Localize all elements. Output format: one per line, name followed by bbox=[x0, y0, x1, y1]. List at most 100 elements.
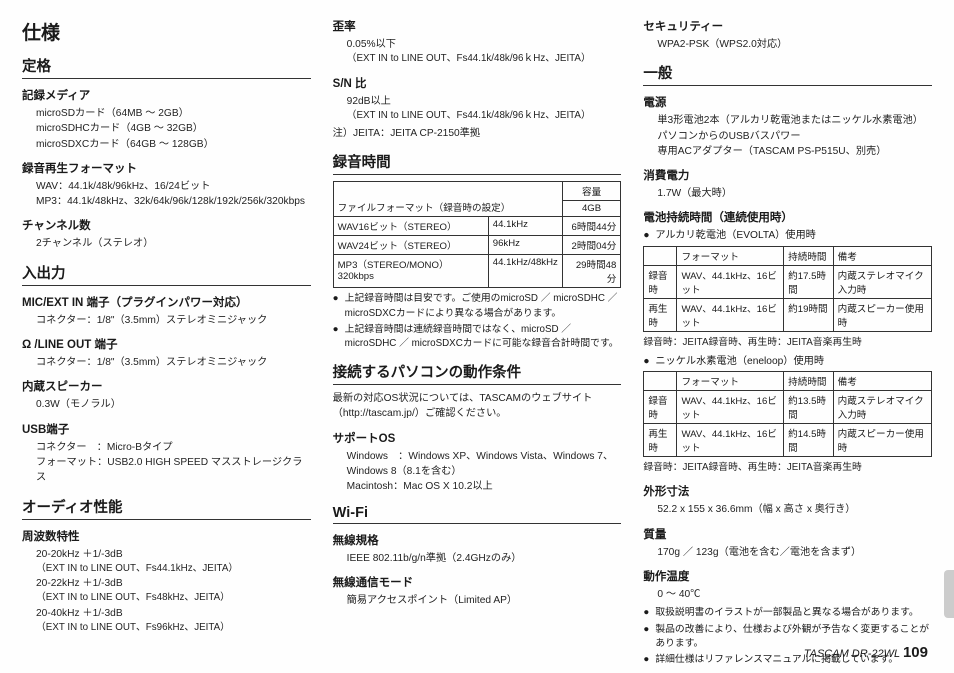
temp-line: 0 ～ 40℃ bbox=[657, 587, 932, 602]
heading-usb: USB端子 bbox=[22, 421, 311, 437]
dist-line: 0.05%以下 bbox=[347, 37, 622, 52]
rectime-note: ●上記録音時間は目安です。ご使用のmicroSD ／ microSDHC ／ m… bbox=[333, 292, 622, 320]
table-cell: 6時間44分 bbox=[562, 217, 621, 236]
heading-temp: 動作温度 bbox=[643, 568, 932, 584]
table-cell: WAV16ビット（STEREO） bbox=[333, 217, 488, 236]
wstd-line: IEEE 802.11b/g/n準拠（2.4GHzのみ） bbox=[347, 551, 622, 566]
lineout-label: /LINE OUT 端子 bbox=[31, 339, 117, 351]
table-cell: 96kHz bbox=[488, 236, 562, 255]
table-cell: 内蔵ステレオマイク入力時 bbox=[833, 391, 931, 424]
table-cell: 約17.5時間 bbox=[784, 265, 833, 298]
sn-jeita-note: 注）JEITA：JEITA CP-2150準拠 bbox=[333, 126, 622, 141]
heading-pc: 接続するパソコンの動作条件 bbox=[333, 361, 622, 385]
table-cell: 29時間48分 bbox=[562, 255, 621, 288]
table-cell: WAV、44.1kHz、16ビット bbox=[677, 265, 784, 298]
speaker-line: 0.3W（モノラル） bbox=[36, 397, 311, 412]
os-line: Windows ：Windows XP、Windows Vista、Window… bbox=[347, 449, 622, 480]
heading-consumption: 消費電力 bbox=[643, 167, 932, 183]
heading-speaker: 内蔵スピーカー bbox=[22, 378, 311, 394]
recfmt-line: WAV：44.1k/48k/96kHz、16/24ビット bbox=[36, 179, 311, 194]
freq-note: （EXT IN to LINE OUT、Fs44.1kHz、JEITA） bbox=[36, 562, 311, 576]
table-header bbox=[644, 246, 677, 265]
table-cell: WAV、44.1kHz、16ビット bbox=[677, 298, 784, 331]
dist-note: （EXT IN to LINE OUT、Fs44.1k/48k/96ｋHz、JE… bbox=[347, 52, 622, 66]
sn-line: 92dB以上 bbox=[347, 94, 622, 109]
content-columns: 仕様 定格 記録メディア microSDカード（64MB ～ 2GB） micr… bbox=[22, 18, 932, 669]
table-cell: 内蔵スピーカー使用時 bbox=[833, 424, 931, 457]
table-cell: 再生時 bbox=[644, 298, 677, 331]
column-1: 仕様 定格 記録メディア microSDカード（64MB ～ 2GB） micr… bbox=[22, 18, 311, 669]
alkaline-note: 録音時：JEITA録音時、再生時：JEITA音楽再生時 bbox=[643, 336, 932, 350]
table-cell: WAV24ビット（STEREO） bbox=[333, 236, 488, 255]
pwr-line: 専用ACアダプター（TASCAM PS-P515U、別売） bbox=[657, 144, 932, 159]
table-header: 備考 bbox=[833, 246, 931, 265]
rectime-hdr-4gb: 4GB bbox=[562, 201, 621, 217]
heading-wifi: Wi-Fi bbox=[333, 505, 622, 524]
heading-mass: 質量 bbox=[643, 526, 932, 542]
heading-ratings: 定格 bbox=[22, 55, 311, 79]
os-line: Macintosh：Mac OS X 10.2以上 bbox=[347, 479, 622, 494]
table-cell: 内蔵ステレオマイク入力時 bbox=[833, 265, 931, 298]
sec-line: WPA2-PSK（WPS2.0対応） bbox=[657, 37, 932, 52]
heading-sn: S/N 比 bbox=[333, 75, 622, 91]
sn-note: （EXT IN to LINE OUT、Fs44.1k/48k/96ｋHz、JE… bbox=[347, 109, 622, 123]
table-header: 持続時間 bbox=[784, 372, 833, 391]
footer-page-number: 109 bbox=[903, 644, 928, 661]
freq-note: （EXT IN to LINE OUT、Fs48kHz、JEITA） bbox=[36, 591, 311, 605]
heading-distortion: 歪率 bbox=[333, 18, 622, 34]
wmode-line: 簡易アクセスポイント（Limited AP） bbox=[347, 593, 622, 608]
dim-line: 52.2 x 155 x 36.6mm（幅 x 高さ x 奥行き） bbox=[657, 502, 932, 517]
heading-io: 入出力 bbox=[22, 262, 311, 286]
heading-os: サポートOS bbox=[333, 430, 622, 446]
media-line: microSDカード（64MB ～ 2GB） bbox=[36, 106, 311, 121]
alkaline-table: フォーマット 持続時間 備考 録音時 WAV、44.1kHz、16ビット 約17… bbox=[643, 246, 932, 332]
media-line: microSDXCカード（64GB ～ 128GB） bbox=[36, 137, 311, 152]
heading-general: 一般 bbox=[643, 62, 932, 86]
table-cell: WAV、44.1kHz、16ビット bbox=[677, 424, 784, 457]
freq-line: 20-22kHz ＋1/-3dB bbox=[36, 576, 311, 591]
nimh-table: フォーマット 持続時間 備考 録音時 WAV、44.1kHz、16ビット 約13… bbox=[643, 371, 932, 457]
heading-dimensions: 外形寸法 bbox=[643, 483, 932, 499]
freq-line: 20-40kHz ＋1/-3dB bbox=[36, 606, 311, 621]
table-header: フォーマット bbox=[677, 246, 784, 265]
heading-lineout: Ω /LINE OUT 端子 bbox=[22, 336, 311, 352]
page-footer: TASCAM DR-22WL 109 bbox=[804, 644, 928, 661]
heading-security: セキュリティー bbox=[643, 18, 932, 34]
table-cell: 2時間04分 bbox=[562, 236, 621, 255]
page-title: 仕様 bbox=[22, 18, 311, 45]
general-note: ●取扱説明書のイラストが一部製品と異なる場合があります。 bbox=[643, 606, 932, 620]
nimh-caption: ●ニッケル水素電池（eneloop）使用時 bbox=[643, 354, 932, 369]
footer-model: TASCAM DR-22WL bbox=[804, 648, 900, 660]
cons-line: 1.7W（最大時） bbox=[657, 186, 932, 201]
table-header bbox=[644, 372, 677, 391]
micext-line: コネクター：1/8"（3.5mm）ステレオミニジャック bbox=[36, 313, 311, 328]
heading-media: 記録メディア bbox=[22, 87, 311, 103]
table-cell: 内蔵スピーカー使用時 bbox=[833, 298, 931, 331]
heading-micext: MIC/EXT IN 端子（プラグインパワー対応） bbox=[22, 294, 311, 310]
column-2: 歪率 0.05%以下 （EXT IN to LINE OUT、Fs44.1k/4… bbox=[333, 18, 622, 669]
rectime-hdr-format: ファイルフォーマット（録音時の設定） bbox=[333, 182, 562, 217]
heading-rectime: 録音時間 bbox=[333, 151, 622, 175]
table-header: 備考 bbox=[833, 372, 931, 391]
media-line: microSDHCカード（4GB ～ 32GB） bbox=[36, 121, 311, 136]
headphone-icon: Ω bbox=[22, 339, 31, 351]
nimh-note: 録音時：JEITA録音時、再生時：JEITA音楽再生時 bbox=[643, 461, 932, 475]
channels-line: 2チャンネル（ステレオ） bbox=[36, 236, 311, 251]
heading-audio: オーディオ性能 bbox=[22, 496, 311, 520]
mass-line: 170g ／ 123g（電池を含む／電池を含まず） bbox=[657, 545, 932, 560]
heading-freq: 周波数特性 bbox=[22, 528, 311, 544]
heading-battery: 電池持続時間（連続使用時） bbox=[643, 209, 932, 225]
table-cell: 44.1kHz bbox=[488, 217, 562, 236]
table-header: 持続時間 bbox=[784, 246, 833, 265]
heading-recfmt: 録音再生フォーマット bbox=[22, 160, 311, 176]
table-cell: 約19時間 bbox=[784, 298, 833, 331]
rectime-note: ●上記録音時間は連続録音時間ではなく、microSD ／ microSDHC ／… bbox=[333, 323, 622, 351]
heading-power: 電源 bbox=[643, 94, 932, 110]
table-cell: 約13.5時間 bbox=[784, 391, 833, 424]
heading-channels: チャンネル数 bbox=[22, 217, 311, 233]
lineout-line: コネクター：1/8"（3.5mm）ステレオミニジャック bbox=[36, 355, 311, 370]
freq-note: （EXT IN to LINE OUT、Fs96kHz、JEITA） bbox=[36, 621, 311, 635]
table-cell: MP3（STEREO/MONO）320kbps bbox=[333, 255, 488, 288]
pwr-line: 単3形電池2本（アルカリ乾電池またはニッケル水素電池） bbox=[657, 113, 932, 128]
table-cell: 録音時 bbox=[644, 391, 677, 424]
